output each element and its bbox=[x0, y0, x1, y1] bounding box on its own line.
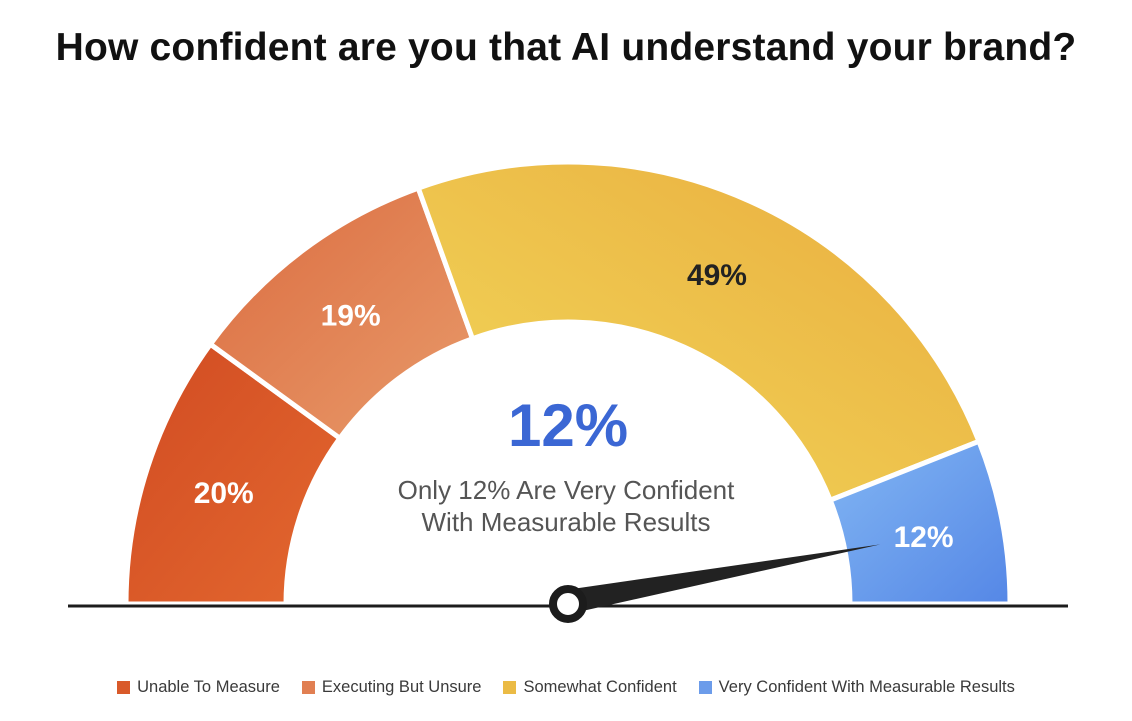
legend-item: Somewhat Confident bbox=[503, 678, 677, 697]
gauge-segment-3 bbox=[415, 159, 982, 503]
legend-item: Executing But Unsure bbox=[301, 678, 482, 697]
legend-label: Very Confident With Measurable Results bbox=[718, 678, 1015, 696]
center-caption-line2: With Measurable Results bbox=[422, 507, 711, 537]
center-caption-line1: Only 12% Are Very Confident bbox=[398, 475, 736, 505]
legend-swatch bbox=[503, 681, 517, 694]
gauge-segment-4 bbox=[827, 438, 1013, 607]
page-title: How confident are you that AI understand… bbox=[55, 26, 1077, 69]
segment-label-4: 12% bbox=[894, 521, 954, 554]
center-value: 12% bbox=[508, 392, 628, 459]
segment-label-2: 19% bbox=[321, 300, 381, 333]
legend-label: Somewhat Confident bbox=[523, 678, 677, 696]
legend-swatch bbox=[698, 681, 712, 694]
gauge-chart: 20% 19% 49% 12% 12% Only 12% Are Very Confi… bbox=[68, 159, 1068, 623]
legend-item: Very Confident With Measurable Results bbox=[698, 678, 1015, 697]
legend: Unable To Measure Executing But Unsure Som… bbox=[0, 678, 1132, 697]
legend-label: Unable To Measure bbox=[137, 678, 280, 696]
legend-label: Executing But Unsure bbox=[321, 678, 482, 696]
segment-label-3: 49% bbox=[687, 259, 747, 292]
legend-item: Unable To Measure bbox=[117, 678, 280, 697]
gauge-needle bbox=[565, 544, 881, 615]
legend-swatch bbox=[117, 681, 131, 694]
legend-swatch bbox=[301, 681, 315, 694]
segment-label-1: 20% bbox=[194, 477, 254, 510]
needle-hub bbox=[549, 585, 587, 623]
